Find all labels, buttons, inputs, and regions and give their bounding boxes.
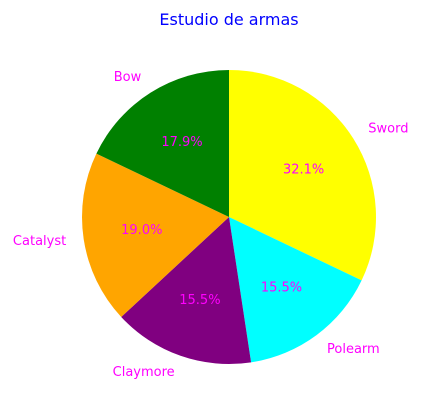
percent-label-sword: 32.1%	[283, 162, 324, 177]
slice-labels: Sword Polearm Claymore Catalyst Bow	[13, 70, 409, 380]
slice-label-catalyst: Catalyst	[13, 234, 66, 249]
pie-slice-bow	[96, 70, 229, 217]
percent-label-catalyst: 19.0%	[121, 223, 162, 238]
chart-title: Estudio de armas	[159, 10, 298, 29]
percent-labels: 32.1% 15.5% 15.5% 19.0% 17.9%	[121, 135, 324, 308]
pie-slice-claymore	[121, 217, 252, 364]
percent-label-bow: 17.9%	[161, 135, 202, 150]
slice-label-sword: Sword	[368, 122, 408, 137]
percent-label-polearm: 15.5%	[261, 280, 302, 295]
slice-label-bow: Bow	[114, 70, 142, 85]
pie-slice-sword	[229, 70, 376, 281]
slice-label-claymore: Claymore	[113, 365, 175, 380]
pie-slice-catalyst	[82, 153, 230, 317]
percent-label-claymore: 15.5%	[179, 293, 220, 308]
pie-slices	[82, 70, 376, 364]
slice-label-polearm: Polearm	[327, 342, 380, 357]
pie-slice-polearm	[229, 217, 362, 363]
